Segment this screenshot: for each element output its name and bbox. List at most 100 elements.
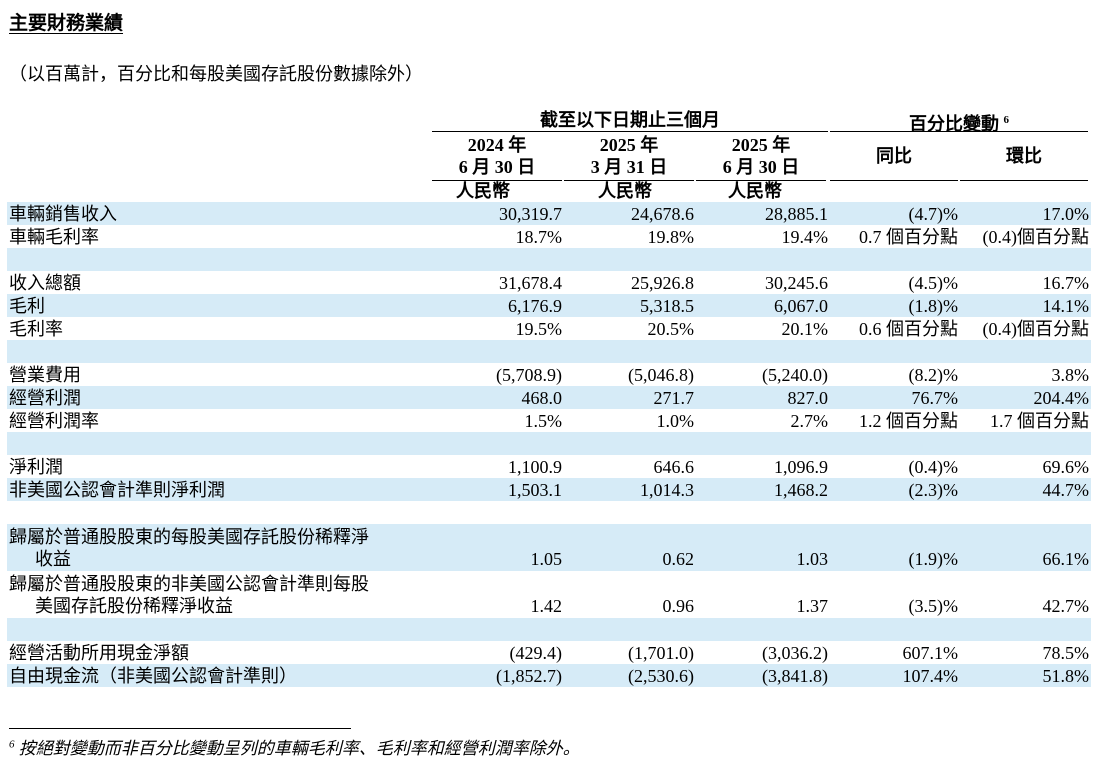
- row-label: 經營活動所用現金淨額: [9, 642, 189, 663]
- cell-value: 1.5%: [524, 410, 563, 431]
- col-date: 6 月 30 日: [458, 157, 536, 177]
- spacer-row: [7, 501, 1091, 524]
- cell-yoy: 607.1%: [902, 642, 959, 663]
- cell-qoq: 78.5%: [1042, 642, 1090, 663]
- cell-qoq: 16.7%: [1042, 272, 1090, 293]
- row-label-line2: 收益: [35, 549, 71, 569]
- row-label: 毛利: [7, 294, 432, 317]
- date-rule-5: [960, 180, 1088, 181]
- cell-value: (5,240.0): [762, 364, 828, 385]
- cell-value: 0.62: [564, 524, 696, 571]
- cell-value: 19.8%: [647, 226, 695, 247]
- col-2025-q2-header: 2025 年 6 月 30 日: [696, 134, 826, 178]
- cell-qoq: 42.7%: [1042, 596, 1090, 616]
- cell-yoy: (3.5)%: [908, 596, 958, 616]
- cell-value: 0.96: [662, 596, 695, 616]
- cell-value: 1.0%: [656, 410, 695, 431]
- cell-value: 5,318.5: [564, 294, 696, 317]
- col-year: 2024 年: [467, 135, 527, 155]
- cell-qoq: 204.4%: [960, 386, 1091, 409]
- cell-value: 18.7%: [515, 226, 563, 247]
- cell-value: 1.03: [696, 524, 830, 571]
- cell-value: 1,468.2: [696, 478, 830, 501]
- cell-value: 827.0: [696, 386, 830, 409]
- row-label: 營業費用: [9, 364, 81, 385]
- cell-value: 1.05: [432, 524, 564, 571]
- cell-qoq: 17.0%: [960, 202, 1091, 225]
- cell-value: 31,678.4: [499, 272, 562, 293]
- cell-yoy: 76.7%: [830, 386, 960, 409]
- cell-value: 646.6: [653, 456, 695, 477]
- cell-qoq: 3.8%: [1051, 364, 1090, 385]
- cell-value: 30,245.6: [765, 272, 828, 293]
- col-year: 2025 年: [599, 135, 659, 155]
- cell-qoq: 44.7%: [960, 478, 1091, 501]
- cell-yoy: (4.7)%: [830, 202, 960, 225]
- change-group-header: 百分比變動 6: [830, 109, 1088, 135]
- cell-value: 271.7: [564, 386, 696, 409]
- table-row: 歸屬於普通股股東的每股美國存託股份稀釋淨 收益 1.05 0.62 1.03 (…: [7, 524, 1091, 571]
- row-label-line1: 歸屬於普通股股東的每股美國存託股份稀釋淨: [9, 527, 369, 547]
- cell-value: (5,046.8): [628, 364, 694, 385]
- cell-yoy: 0.7 個百分點: [859, 226, 958, 247]
- table-row: 歸屬於普通股股東的非美國公認會計準則每股 美國存託股份稀釋淨收益 1.42 0.…: [7, 571, 1091, 618]
- spacer-row: [7, 248, 1091, 271]
- col-qoq-header: 環比: [1006, 146, 1042, 166]
- units-note: （以百萬計，百分比和每股美國存託股份數據除外）: [9, 64, 423, 84]
- cell-qoq: 69.6%: [1042, 456, 1090, 477]
- cell-value: (3,036.2): [762, 642, 828, 663]
- row-label: 經營利潤: [7, 386, 432, 409]
- col-year: 2025 年: [731, 135, 791, 155]
- col-yoy-header: 同比: [876, 146, 912, 166]
- spacer-row: [7, 432, 1091, 455]
- spacer-row: [7, 618, 1091, 641]
- row-label: 毛利率: [9, 318, 63, 339]
- page-title: 主要財務業績: [9, 13, 124, 34]
- table-row: 車輛毛利率 18.7% 19.8% 19.4% 0.7 個百分點 (0.4)個百…: [7, 225, 1091, 248]
- period-group-header: 截至以下日期止三個月: [540, 110, 720, 130]
- cell-value: (1,852.7): [432, 664, 564, 687]
- date-rule-4: [830, 180, 958, 181]
- cell-value: 1.42: [530, 596, 563, 616]
- cell-yoy: (2.3)%: [830, 478, 960, 501]
- cell-value: 20.5%: [647, 318, 695, 339]
- cell-value: 468.0: [432, 386, 564, 409]
- cell-value: 20.1%: [781, 318, 829, 339]
- cell-value: 1,096.9: [774, 456, 828, 477]
- cell-value: 25,926.8: [631, 272, 694, 293]
- cell-value: (3,841.8): [696, 664, 830, 687]
- table-row: 經營活動所用現金淨額 (429.4) (1,701.0) (3,036.2) 6…: [7, 641, 1091, 664]
- cell-value: 1,014.3: [564, 478, 696, 501]
- table-row: 車輛銷售收入 30,319.7 24,678.6 28,885.1 (4.7)%…: [7, 202, 1091, 225]
- col-date: 6 月 30 日: [722, 157, 800, 177]
- row-label: 淨利潤: [9, 456, 63, 477]
- footnote-marker: 6: [1003, 114, 1010, 126]
- cell-yoy: (4.5)%: [908, 272, 958, 293]
- cell-value: 2.7%: [790, 410, 829, 431]
- cell-value: 6,176.9: [432, 294, 564, 317]
- col-2024-q2-header: 2024 年 6 月 30 日: [432, 134, 562, 178]
- cell-value: (1,701.0): [628, 642, 694, 663]
- table-row: 自由現金流（非美國公認會計準則） (1,852.7) (2,530.6) (3,…: [7, 664, 1091, 687]
- currency-label: 人民幣: [456, 181, 510, 201]
- cell-yoy: (8.2)%: [908, 364, 958, 385]
- cell-value: 19.4%: [781, 226, 829, 247]
- cell-value: (2,530.6): [564, 664, 696, 687]
- cell-value: 30,319.7: [432, 202, 564, 225]
- date-rule-1: [432, 180, 562, 181]
- financial-results-table: 車輛銷售收入 30,319.7 24,678.6 28,885.1 (4.7)%…: [7, 202, 1091, 687]
- cell-yoy: 1.2 個百分點: [859, 410, 958, 431]
- date-rule-2: [564, 180, 694, 181]
- currency-label: 人民幣: [598, 181, 652, 201]
- row-label-line2: 美國存託股份稀釋淨收益: [35, 596, 233, 616]
- cell-qoq: 1.7 個百分點: [990, 410, 1089, 431]
- cell-qoq: 14.1%: [960, 294, 1091, 317]
- cell-yoy: 107.4%: [830, 664, 960, 687]
- footnote: 6 按絕對變動而非百分比變動呈列的車輛毛利率、毛利率和經營利潤率除外。: [9, 734, 580, 759]
- cell-value: 1,503.1: [432, 478, 564, 501]
- footnote-marker: 6: [9, 738, 15, 751]
- table-row: 經營利潤 468.0 271.7 827.0 76.7% 204.4%: [7, 386, 1091, 409]
- cell-qoq: 51.8%: [960, 664, 1091, 687]
- row-label: 非美國公認會計準則淨利潤: [7, 478, 432, 501]
- row-label: 車輛銷售收入: [7, 202, 432, 225]
